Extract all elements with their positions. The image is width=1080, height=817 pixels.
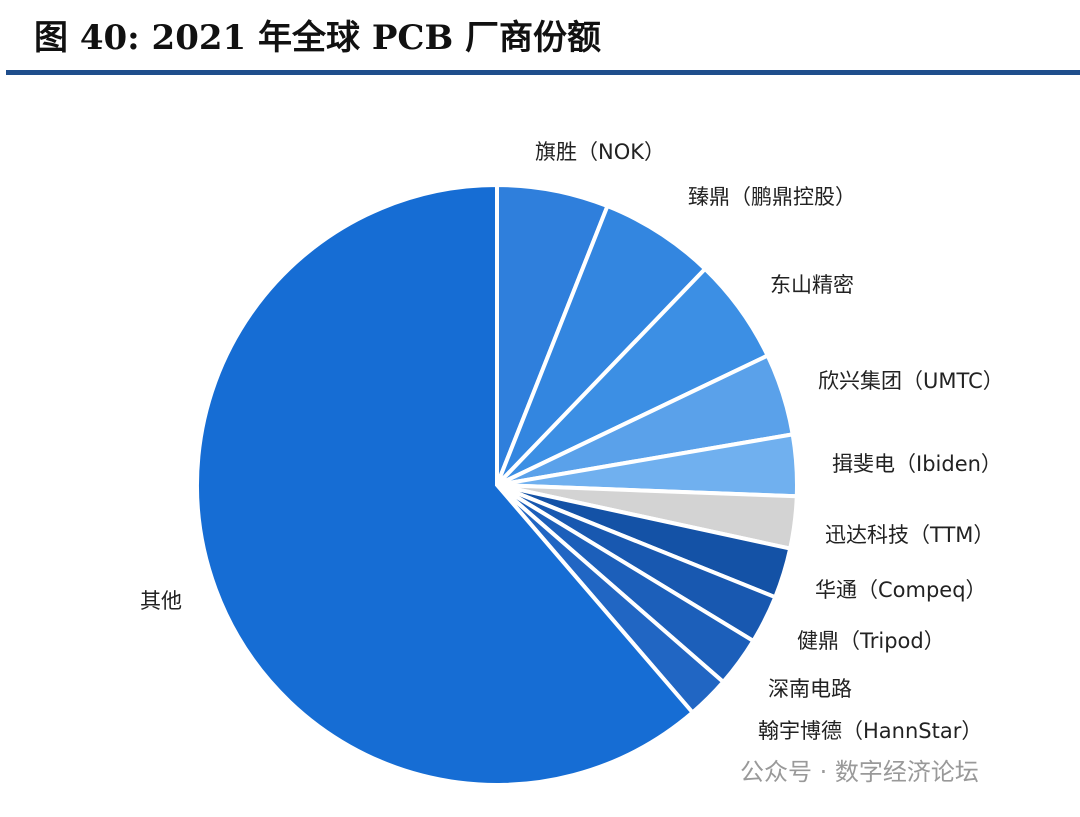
- slice-label: 旗胜（NOK）: [535, 140, 665, 164]
- pie-slice: [495, 203, 708, 487]
- title-rule: [6, 70, 1080, 75]
- slice-label: 其他: [140, 589, 182, 613]
- slice-label: 揖斐电（Ibiden）: [832, 452, 1002, 476]
- slice-label: 臻鼎（鹏鼎控股）: [688, 185, 856, 209]
- slice-label: 翰宇博德（HannStar）: [758, 719, 982, 743]
- chart-title: 图 40: 2021 年全球 PCB 厂商份额: [34, 18, 601, 58]
- slice-label: 欣兴集团（UMTC）: [818, 369, 1004, 393]
- slice-label: 华通（Compeq）: [815, 578, 987, 602]
- slice-label: 东山精密: [770, 273, 854, 297]
- watermark: 公众号 · 数字经济论坛: [740, 758, 979, 786]
- pie-slice: [195, 182, 696, 787]
- slice-label: 迅达科技（TTM）: [825, 523, 994, 547]
- slice-label: 深南电路: [768, 677, 852, 701]
- slice-label: 健鼎（Tripod）: [797, 629, 945, 653]
- pie: [195, 182, 799, 787]
